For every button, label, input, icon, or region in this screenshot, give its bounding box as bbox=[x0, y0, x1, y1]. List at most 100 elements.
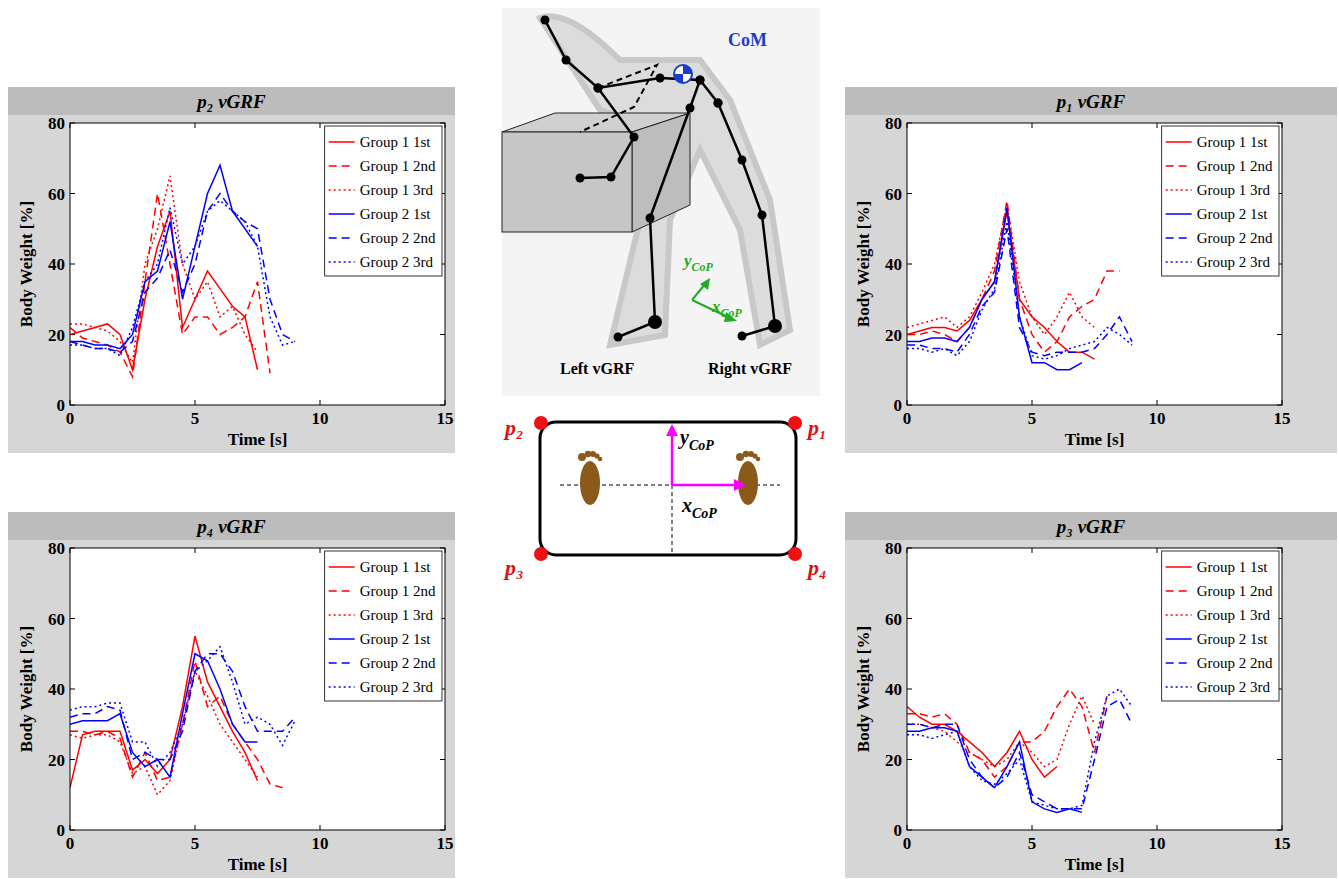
y-tick-label: 60 bbox=[885, 610, 902, 629]
y-tick-label: 0 bbox=[894, 396, 903, 415]
com-label: CoM bbox=[728, 30, 767, 50]
figure: p₂ vGRF020406080051015Time [s]Body Weigh… bbox=[0, 0, 1339, 879]
box-front bbox=[502, 132, 632, 232]
y-axis-title: Body Weight [%] bbox=[854, 626, 873, 752]
legend-swatch bbox=[1166, 686, 1192, 688]
series-line bbox=[70, 201, 295, 356]
toe bbox=[736, 453, 744, 461]
series-line bbox=[907, 700, 1132, 809]
legend-label: Group 1 2nd bbox=[1197, 583, 1273, 599]
y-tick-label: 80 bbox=[885, 539, 902, 558]
left-foot-point bbox=[648, 315, 662, 329]
joint bbox=[714, 99, 723, 108]
y-tick bbox=[1277, 759, 1282, 760]
x-axis-title: Time [s] bbox=[1065, 855, 1125, 874]
foot bbox=[580, 461, 600, 505]
joint bbox=[646, 214, 655, 223]
series-line bbox=[70, 647, 295, 767]
x-tick bbox=[195, 123, 196, 128]
legend: Group 1 1stGroup 1 2ndGroup 1 3rdGroup 2… bbox=[1162, 551, 1279, 701]
x-tick bbox=[1032, 123, 1033, 128]
corner-sensor bbox=[788, 547, 802, 561]
plate-y-label-subscript: CoP bbox=[689, 438, 714, 453]
legend-swatch bbox=[329, 614, 355, 616]
legend-label: Group 1 3rd bbox=[1197, 607, 1271, 623]
body-x-label-subscript: CoP bbox=[721, 306, 743, 320]
x-tick-label: 5 bbox=[1028, 834, 1037, 853]
legend-swatch bbox=[1166, 590, 1192, 592]
x-tick-label: 15 bbox=[1274, 409, 1291, 428]
legend-label: Group 1 3rd bbox=[360, 182, 434, 198]
series-line bbox=[907, 229, 1132, 356]
legend-swatch bbox=[1166, 614, 1192, 616]
plate-y-axis bbox=[671, 434, 674, 485]
body-y-label-symbol: y bbox=[682, 251, 692, 270]
skeleton-segment bbox=[718, 103, 775, 336]
com-quadrant bbox=[674, 74, 683, 83]
joint bbox=[738, 332, 747, 341]
body-y-label: yCoP bbox=[682, 251, 713, 274]
legend-swatch bbox=[1166, 213, 1192, 215]
legend-label: Group 2 2nd bbox=[360, 655, 436, 671]
y-tick bbox=[1277, 334, 1282, 335]
legend-swatch bbox=[1166, 566, 1192, 568]
toe bbox=[756, 457, 761, 462]
x-tick bbox=[1157, 825, 1158, 830]
x-tick bbox=[1032, 825, 1033, 830]
y-tick bbox=[70, 689, 75, 690]
skeleton-dashed bbox=[580, 65, 657, 132]
y-tick bbox=[440, 334, 445, 335]
legend-label: Group 2 1st bbox=[360, 631, 432, 647]
legend-swatch bbox=[329, 638, 355, 640]
legend-label: Group 1 1st bbox=[360, 134, 432, 150]
joint bbox=[607, 173, 616, 182]
legend-swatch bbox=[1166, 189, 1192, 191]
corner-sensor bbox=[534, 416, 548, 430]
legend-label: Group 2 2nd bbox=[1197, 230, 1273, 246]
joint bbox=[614, 333, 623, 342]
skeleton-segment bbox=[580, 88, 634, 178]
y-tick bbox=[70, 193, 75, 194]
corner-sensor bbox=[534, 547, 548, 561]
y-tick-label: 80 bbox=[48, 114, 65, 133]
panel-background bbox=[845, 512, 1337, 878]
y-tick-label: 60 bbox=[48, 185, 65, 204]
y-tick bbox=[907, 193, 912, 194]
legend-box bbox=[325, 126, 442, 276]
y-tick-label: 60 bbox=[48, 610, 65, 629]
x-tick bbox=[1157, 548, 1158, 553]
legend-label: Group 2 2nd bbox=[1197, 655, 1273, 671]
plate-x-label-subscript: CoP bbox=[692, 506, 717, 521]
legend-swatch bbox=[329, 141, 355, 143]
legend-swatch bbox=[329, 590, 355, 592]
series-line bbox=[907, 696, 1095, 767]
legend-swatch bbox=[329, 237, 355, 239]
plate-x-label: xCoP bbox=[681, 494, 717, 521]
plot-frame bbox=[70, 123, 445, 405]
panel-title: p₃ vGRF bbox=[1055, 516, 1126, 537]
y-axis-title: Body Weight [%] bbox=[854, 201, 873, 327]
joint bbox=[696, 76, 705, 85]
plot-area bbox=[70, 123, 445, 405]
legend-swatch bbox=[1166, 261, 1192, 263]
y-tick-label: 80 bbox=[48, 539, 65, 558]
right-vgrf-label: Right vGRF bbox=[708, 360, 792, 378]
panel: p₃ vGRF020406080051015Time [s]Body Weigh… bbox=[845, 512, 1337, 878]
x-tick-label: 0 bbox=[903, 409, 912, 428]
legend: Group 1 1stGroup 1 2ndGroup 1 3rdGroup 2… bbox=[325, 551, 442, 701]
legend-label: Group 1 3rd bbox=[360, 607, 434, 623]
y-tick-label: 80 bbox=[885, 114, 902, 133]
legend-label: Group 1 1st bbox=[1197, 134, 1269, 150]
plot-frame bbox=[907, 123, 1282, 405]
legend-swatch bbox=[1166, 662, 1192, 664]
y-tick-label: 20 bbox=[885, 751, 902, 770]
legend-label: Group 2 1st bbox=[1197, 206, 1269, 222]
left-vgrf-label: Left vGRF bbox=[560, 360, 634, 377]
series-line bbox=[70, 194, 295, 353]
y-tick bbox=[907, 759, 912, 760]
legend-label: Group 2 1st bbox=[1197, 631, 1269, 647]
toe bbox=[578, 453, 586, 461]
y-tick-label: 20 bbox=[48, 326, 65, 345]
x-tick-label: 10 bbox=[1149, 834, 1166, 853]
x-tick-label: 5 bbox=[191, 409, 200, 428]
